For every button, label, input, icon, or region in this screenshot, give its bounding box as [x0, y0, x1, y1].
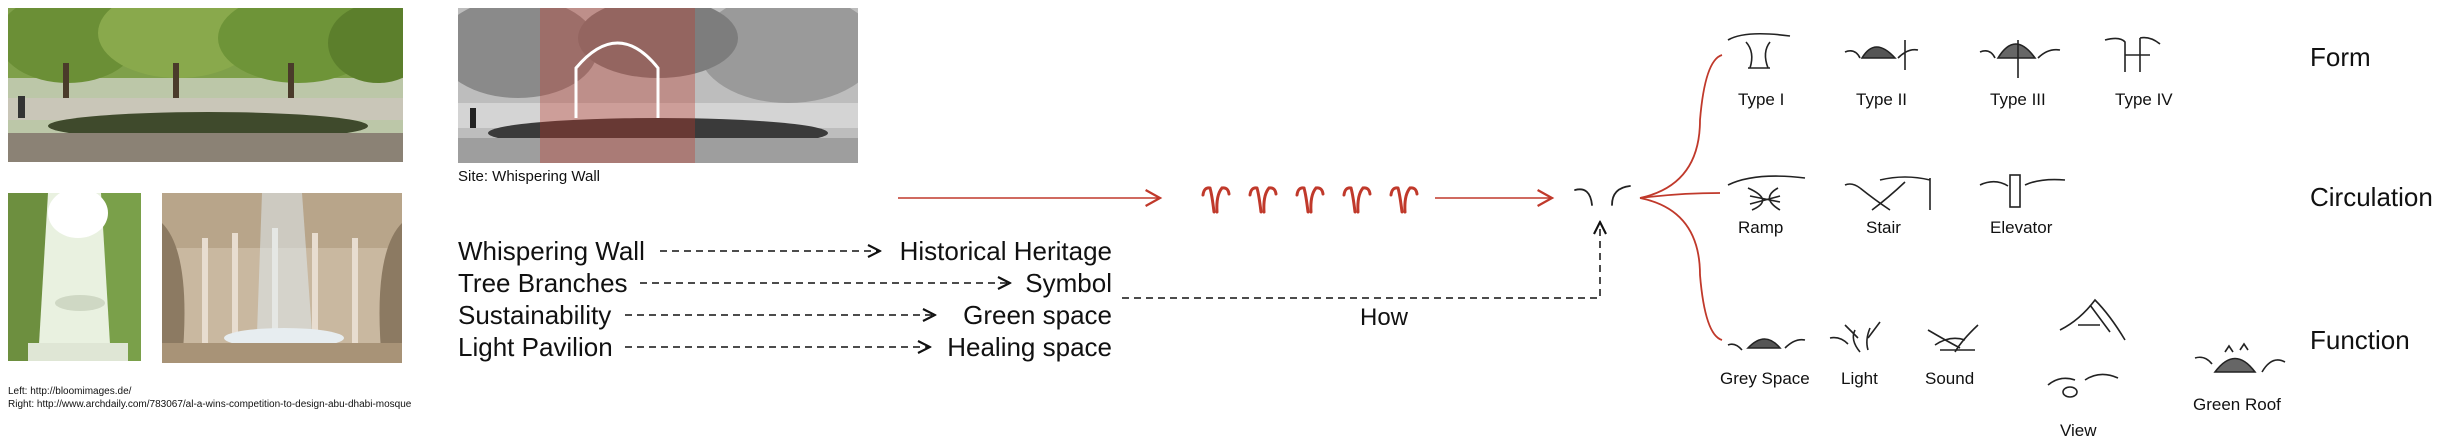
circulation-item-1: Stair	[1866, 218, 1901, 237]
how-label: How	[1360, 304, 1409, 331]
credit-right: Right: http://www.archdaily.com/783067/a…	[8, 399, 412, 410]
concept-from-1: Tree Branches	[458, 268, 628, 298]
form-sketch-type-2	[1844, 40, 1919, 70]
function-sketch-light	[1829, 321, 1881, 353]
photo-green-atrium	[8, 193, 141, 361]
function-item-0: Grey Space	[1720, 369, 1810, 388]
how-dashed-path	[1122, 222, 1600, 299]
function-sketch-view	[2047, 298, 2126, 398]
function-sketch-green-roof	[2194, 342, 2286, 373]
function-sketch-sound	[1927, 324, 1979, 353]
site-caption: Site: Whispering Wall	[458, 168, 600, 185]
site-photo-plaza	[8, 8, 403, 162]
credit-left: Left: http://bloomimages.de/	[8, 386, 132, 397]
concept-from-0: Whispering Wall	[458, 236, 645, 266]
circulation-sketch-ramp	[1727, 175, 1806, 211]
photo-mosque-interior	[162, 193, 402, 363]
site-photo-whispering-wall	[458, 8, 858, 163]
function-sketch-grey-space	[1727, 338, 1806, 351]
circulation-item-2: Elevator	[1990, 218, 2053, 237]
form-sketch-type-1	[1727, 32, 1791, 69]
form-item-3: Type IV	[2115, 90, 2173, 109]
form-item-1: Type II	[1856, 90, 1908, 109]
row-title-form: Form	[2310, 42, 2371, 72]
form-sketch-type-3	[1979, 40, 2061, 78]
tree-branch-glyphs	[1201, 186, 1419, 214]
concept-to-1: Symbol	[1025, 268, 1112, 298]
form-sketch-type-4	[2104, 36, 2161, 72]
single-branch-glyph	[1574, 185, 1631, 206]
function-item-3: View	[2060, 421, 2097, 440]
circulation-sketch-stair	[1844, 176, 1931, 211]
function-item-2: Sound	[1925, 369, 1975, 388]
function-item-1: Light	[1841, 369, 1878, 388]
circulation-sketch-elevator	[1979, 174, 2066, 208]
concept-to-2: Green space	[963, 300, 1112, 330]
row-title-function: Function	[2310, 325, 2410, 355]
row-title-circulation: Circulation	[2310, 182, 2433, 212]
concept-to-3: Healing space	[947, 332, 1112, 362]
concept-from-3: Light Pavilion	[458, 332, 613, 362]
concept-from-2: Sustainability	[458, 300, 612, 330]
form-item-0: Type I	[1738, 90, 1785, 109]
form-item-2: Type III	[1990, 90, 2046, 109]
concept-to-0: Historical Heritage	[899, 236, 1112, 266]
function-item-4: Green Roof	[2193, 395, 2281, 414]
circulation-item-0: Ramp	[1738, 218, 1784, 237]
branch-curves	[1639, 54, 1723, 341]
